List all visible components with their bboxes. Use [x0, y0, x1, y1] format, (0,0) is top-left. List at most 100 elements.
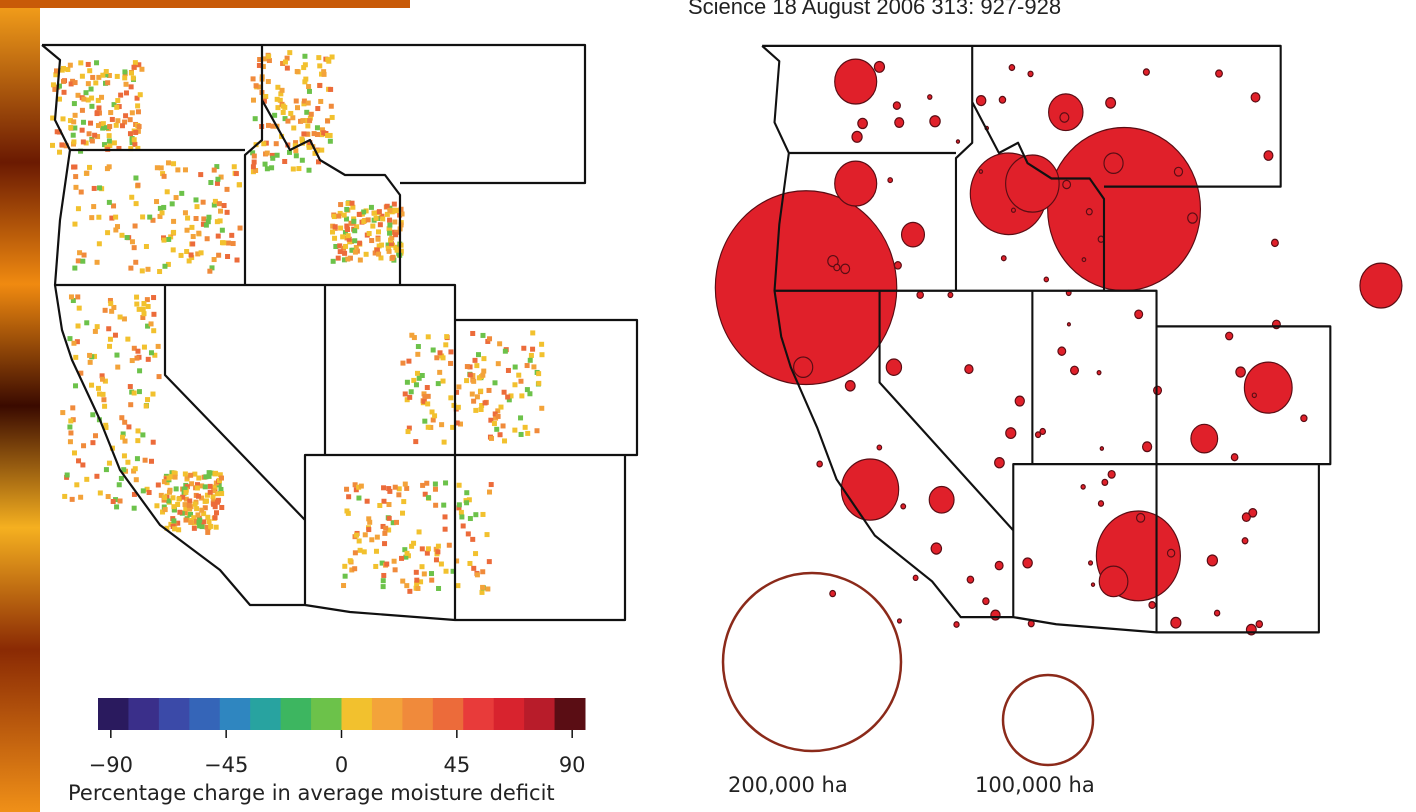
moisture-pixel	[220, 228, 225, 233]
moisture-pixel	[414, 382, 419, 387]
moisture-pixel	[436, 381, 441, 386]
moisture-pixel	[65, 67, 70, 72]
colorbar-tick-label: 0	[335, 753, 348, 777]
moisture-pixel	[207, 470, 212, 475]
fire-circle	[1102, 479, 1108, 485]
moisture-pixel	[436, 586, 441, 591]
moisture-pixel	[118, 93, 123, 98]
moisture-pixel	[59, 142, 64, 147]
moisture-pixel	[502, 438, 507, 443]
moisture-pixel	[107, 200, 112, 205]
moisture-pixel	[92, 133, 97, 138]
moisture-pixel	[149, 459, 154, 464]
moisture-pixel	[96, 215, 101, 220]
moisture-pixel	[536, 371, 541, 376]
moisture-pixel	[125, 337, 130, 342]
moisture-pixel	[74, 482, 79, 487]
moisture-pixel	[72, 222, 77, 227]
moisture-pixel	[168, 488, 173, 493]
moisture-pixel	[123, 113, 128, 118]
moisture-pixel	[72, 164, 77, 169]
moisture-pixel	[379, 243, 384, 248]
moisture-pixel	[214, 510, 219, 515]
colorbar-cell	[555, 698, 586, 730]
moisture-pixel	[348, 558, 353, 563]
fire-circle	[956, 140, 959, 143]
moisture-pixel	[433, 482, 438, 487]
moisture-pixel	[88, 121, 93, 126]
moisture-pixel	[305, 123, 310, 128]
moisture-pixel	[204, 223, 209, 228]
moisture-pixel	[498, 432, 503, 437]
fire-circle	[1012, 208, 1016, 212]
moisture-pixel	[283, 60, 288, 65]
moisture-pixel	[414, 578, 419, 583]
moisture-pixel	[84, 320, 89, 325]
moisture-pixel	[531, 364, 536, 369]
fire-circle	[1256, 621, 1262, 628]
moisture-pixel	[345, 257, 350, 262]
moisture-pixel	[432, 413, 437, 418]
moisture-pixel	[442, 440, 447, 445]
fire-circle	[1143, 69, 1149, 75]
moisture-pixel	[475, 572, 480, 577]
moisture-pixel	[364, 252, 369, 257]
moisture-pixel	[380, 216, 385, 221]
moisture-pixel	[420, 564, 425, 569]
moisture-pixel	[197, 518, 202, 523]
moisture-pixel	[467, 561, 472, 566]
moisture-pixel	[151, 440, 156, 445]
fire-circle	[835, 59, 877, 104]
moisture-pixel	[141, 488, 146, 493]
moisture-pixel	[433, 487, 438, 492]
moisture-pixel	[124, 90, 129, 95]
moisture-pixel	[300, 158, 305, 163]
moisture-pixel	[318, 99, 323, 104]
moisture-pixel	[409, 544, 414, 549]
moisture-pixel	[513, 365, 518, 370]
moisture-pixel	[478, 389, 483, 394]
moisture-pixel	[492, 380, 497, 385]
colorbar-cell	[372, 698, 403, 730]
moisture-pixel	[60, 410, 65, 415]
moisture-pixel	[443, 480, 448, 485]
moisture-pixel	[281, 104, 286, 109]
fire-circle	[894, 262, 901, 269]
moisture-pixel	[539, 342, 544, 347]
moisture-pixel	[125, 460, 130, 465]
moisture-pixel	[87, 165, 92, 170]
moisture-pixel	[135, 438, 140, 443]
fire-circle	[1097, 371, 1101, 375]
fire-circle	[1149, 602, 1155, 609]
moisture-pixel	[187, 498, 192, 503]
fire-circle	[858, 118, 868, 128]
moisture-pixel	[539, 352, 544, 357]
moisture-pixel	[67, 425, 72, 430]
moisture-pixel	[130, 110, 135, 115]
moisture-pixel	[91, 204, 96, 209]
moisture-pixel	[362, 549, 367, 554]
fire-circle	[1023, 558, 1032, 568]
moisture-pixel	[367, 231, 372, 236]
moisture-pixel	[171, 504, 176, 509]
moisture-pixel	[151, 312, 156, 317]
fire-circle	[1272, 239, 1279, 246]
moisture-pixel	[316, 55, 321, 60]
moisture-pixel	[171, 230, 176, 235]
moisture-pixel	[61, 116, 66, 121]
moisture-pixel	[146, 304, 151, 309]
moisture-pixel	[411, 378, 416, 383]
moisture-pixel	[190, 241, 195, 246]
moisture-pixel	[89, 383, 94, 388]
moisture-pixel	[185, 216, 190, 221]
moisture-pixel	[304, 110, 309, 115]
fire-circle	[1104, 153, 1123, 173]
moisture-pixel	[434, 557, 439, 562]
fire-circle	[917, 291, 923, 298]
moisture-pixel	[383, 526, 388, 531]
moisture-pixel	[487, 490, 492, 495]
moisture-pixel	[369, 537, 374, 542]
colorbar-cell	[494, 698, 525, 730]
moisture-pixel	[179, 191, 184, 196]
moisture-pixel	[530, 330, 535, 335]
